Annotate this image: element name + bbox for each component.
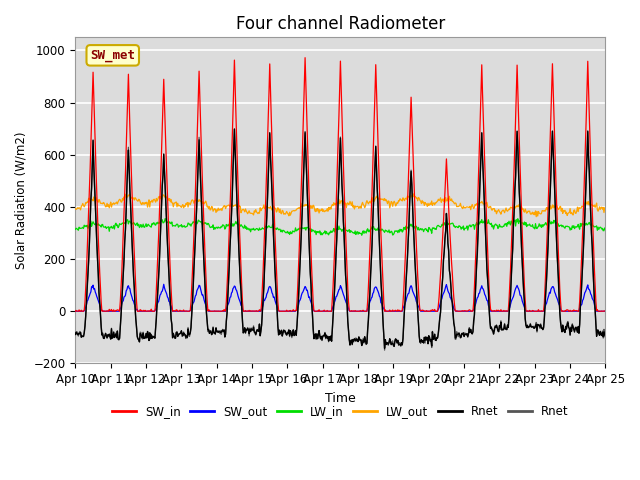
Text: SW_met: SW_met	[90, 49, 135, 62]
Title: Four channel Radiometer: Four channel Radiometer	[236, 15, 445, 33]
X-axis label: Time: Time	[325, 392, 356, 405]
Legend: SW_in, SW_out, LW_in, LW_out, Rnet, Rnet: SW_in, SW_out, LW_in, LW_out, Rnet, Rnet	[108, 400, 573, 423]
Y-axis label: Solar Radiation (W/m2): Solar Radiation (W/m2)	[15, 132, 28, 269]
